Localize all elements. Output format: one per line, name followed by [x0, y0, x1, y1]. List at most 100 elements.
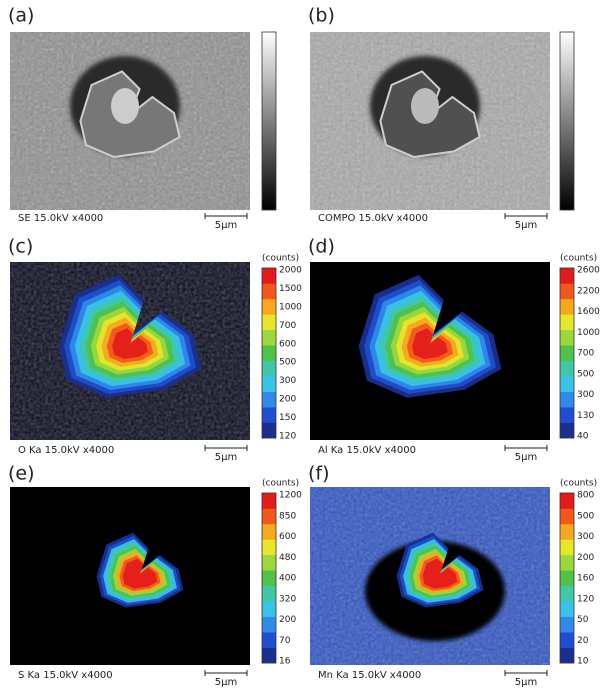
scale-bar-label: 5µm: [515, 452, 537, 463]
colorbar-unit: (counts): [560, 479, 597, 489]
micrograph: [310, 32, 574, 210]
colorbar: [560, 32, 574, 210]
colorbar-tick-label: 850: [279, 511, 296, 521]
panel-label: (c): [8, 236, 33, 258]
caption: S Ka 15.0kV x4000: [18, 670, 113, 681]
micrograph: [10, 262, 250, 440]
colorbar-step: [560, 539, 574, 555]
colorbar-step: [262, 376, 276, 392]
colorbar-step: [262, 586, 276, 602]
panel: (e)(counts)12008506004804003202007016S K…: [8, 463, 302, 689]
scale-bar-label: 5µm: [515, 220, 537, 231]
colorbar-step: [262, 392, 276, 408]
colorbar-step: [560, 648, 574, 664]
panel-label: (f): [308, 463, 330, 485]
colorbar-step: [262, 314, 276, 330]
colorbar-step: [262, 539, 276, 555]
colorbar-step: [262, 423, 276, 439]
colorbar-step: [560, 524, 574, 540]
colorbar-tick-label: 800: [577, 491, 594, 501]
colorbar-unit: (counts): [262, 479, 299, 489]
colorbar-step: [560, 423, 574, 439]
panel: (a) SE 15.0kV x4000 5µm: [8, 5, 276, 232]
colorbar-step: [560, 407, 574, 423]
panel-label: (a): [8, 5, 34, 27]
colorbar-step: [262, 361, 276, 377]
colorbar-tick-label: 1600: [577, 307, 600, 317]
colorbar-tick-label: 130: [577, 411, 594, 421]
colorbar-tick-label: 600: [279, 532, 296, 542]
colorbar-unit: (counts): [262, 254, 299, 264]
scale-bar-label: 5µm: [215, 452, 237, 463]
colorbar: [262, 32, 276, 210]
colorbar-tick-label: 300: [577, 532, 594, 542]
colorbar-tick-label: 20: [577, 636, 589, 646]
colorbar-step: [560, 617, 574, 633]
colorbar-step: [262, 632, 276, 648]
colorbar-step: [262, 555, 276, 571]
caption: SE 15.0kV x4000: [18, 213, 103, 224]
scale-bar-label: 5µm: [515, 677, 537, 688]
colorbar-tick-label: 300: [577, 390, 594, 400]
colorbar-tick-label: 500: [279, 358, 296, 368]
colorbar-tick-label: 500: [577, 369, 594, 379]
colorbar-tick-label: 2200: [577, 286, 600, 296]
colorbar-tick-label: 150: [279, 413, 296, 423]
colorbar-tick-label: 70: [279, 636, 291, 646]
panel-label: (e): [8, 463, 35, 485]
colorbar-step: [262, 524, 276, 540]
colorbar-step: [262, 407, 276, 423]
colorbar-unit: (counts): [560, 254, 597, 264]
colorbar-tick-label: 2600: [577, 266, 600, 276]
colorbar-tick-label: 500: [577, 511, 594, 521]
colorbar-step: [560, 345, 574, 361]
colorbar-step: [560, 330, 574, 346]
colorbar-tick-label: 1000: [279, 302, 302, 312]
colorbar-step: [560, 361, 574, 377]
colorbar-tick-label: 120: [279, 432, 296, 442]
particle: [411, 88, 439, 124]
colorbar-step: [262, 508, 276, 524]
caption: COMPO 15.0kV x4000: [318, 213, 428, 224]
colorbar-step: [560, 392, 574, 408]
colorbar-tick-label: 40: [577, 432, 589, 442]
caption: Al Ka 15.0kV x4000: [318, 445, 416, 456]
colorbar-step: [560, 555, 574, 571]
colorbar-step: [262, 268, 276, 284]
colorbar-step: [262, 493, 276, 509]
colorbar-tick-label: 300: [279, 376, 296, 386]
particle: [111, 88, 139, 124]
colorbar-step: [262, 330, 276, 346]
colorbar-step: [560, 299, 574, 315]
panel-label: (d): [308, 236, 335, 258]
micrograph: [310, 487, 550, 665]
micrograph: [10, 487, 250, 665]
colorbar-step: [560, 314, 574, 330]
panel: (d) (counts) 2600 2200 1600 1000 700 500 300 130 4…: [308, 236, 600, 464]
colorbar-step: [262, 283, 276, 299]
colorbar-step: [262, 617, 276, 633]
panel: (c)(counts)20001500100070060050030020015…: [8, 236, 302, 464]
colorbar-tick-label: 200: [279, 615, 296, 625]
colorbar-tick-label: 10: [577, 657, 589, 667]
colorbar-tick-label: 600: [279, 339, 296, 349]
colorbar-tick-label: 700: [577, 349, 594, 359]
scale-bar-label: 5µm: [215, 220, 237, 231]
colorbar-step: [560, 570, 574, 586]
colorbar-tick-label: 1500: [279, 284, 302, 294]
colorbar-tick-label: 200: [577, 553, 594, 563]
colorbar-step: [262, 299, 276, 315]
colorbar-step: [560, 632, 574, 648]
colorbar-step: [262, 570, 276, 586]
micrograph: [310, 262, 550, 440]
colorbar-tick-label: 120: [577, 594, 594, 604]
colorbar-step: [560, 283, 574, 299]
colorbar-step: [560, 601, 574, 617]
colorbar-tick-label: 160: [577, 574, 594, 584]
colorbar-tick-label: 1000: [577, 328, 600, 338]
colorbar-tick-label: 400: [279, 574, 296, 584]
scale-bar-label: 5µm: [215, 677, 237, 688]
colorbar-tick-label: 50: [577, 615, 589, 625]
micrograph: [10, 32, 276, 210]
